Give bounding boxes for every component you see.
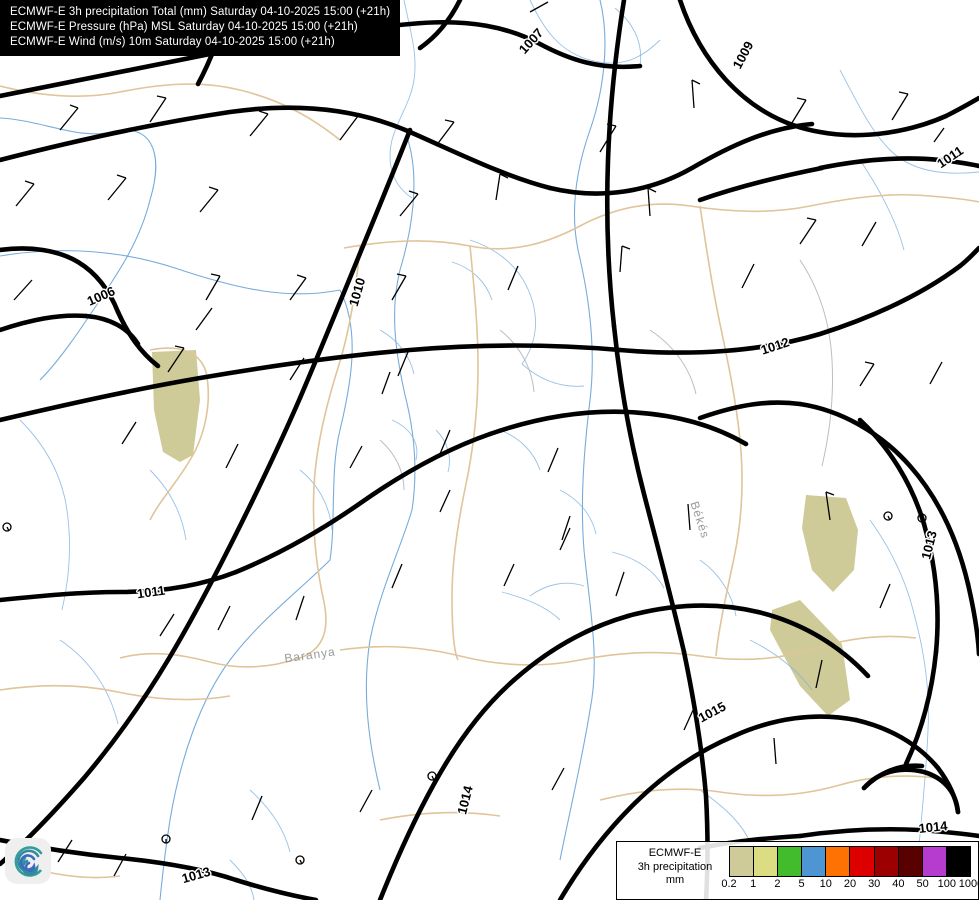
legend-unit: mm <box>665 874 685 886</box>
title-line-pressure: ECMWF-E Pressure (hPa) MSL Saturday 04-1… <box>10 21 358 33</box>
legend-tick-labels: 0.2 1 2 5 10 20 30 40 50 1001000 <box>721 878 979 896</box>
legend-tick-2: 2 <box>774 878 781 890</box>
isobar-label-1014-10: 1014 <box>917 818 949 836</box>
legend-tick-5: 5 <box>798 878 805 890</box>
legend-model: ECMWF-E <box>648 847 702 859</box>
precipitation-legend: ECMWF-E 3h precipitation mm 0.2 1 2 5 10 20 30… <box>616 841 979 900</box>
legend-parameter: 3h precipitation <box>637 860 713 873</box>
legend-swatch-2 <box>777 846 802 877</box>
legend-tick-1000: 1000 <box>958 878 979 890</box>
legend-tick-10: 10 <box>819 878 832 890</box>
legend-tick-0.2: 0.2 <box>721 878 737 890</box>
legend-swatch-7 <box>897 846 922 877</box>
legend-swatch-0 <box>729 846 754 877</box>
legend-color-bar <box>729 846 971 877</box>
legend-swatch-4 <box>825 846 850 877</box>
legend-tick-20: 20 <box>843 878 857 890</box>
legend-tick-100: 100 <box>937 878 956 890</box>
wind-barbs <box>2 1 945 877</box>
legend-swatch-3 <box>801 846 826 877</box>
legend-caption: ECMWF-E 3h precipitation mm <box>625 847 725 888</box>
legend-swatch-8 <box>921 846 946 877</box>
legend-tick-50: 50 <box>916 878 929 890</box>
legend-swatch-9 <box>945 846 971 877</box>
legend-swatch-6 <box>873 846 898 877</box>
legend-tick-40: 40 <box>892 878 905 890</box>
legend-swatch-5 <box>849 846 874 877</box>
spiral-logo[interactable] <box>3 836 53 886</box>
spiral-logo-icon <box>5 838 51 884</box>
title-block: ECMWF-E 3h precipitation Total (mm) Satu… <box>0 0 401 56</box>
title-line-precipitation: ECMWF-E 3h precipitation Total (mm) Satu… <box>10 6 391 18</box>
legend-tick-1: 1 <box>750 878 757 890</box>
title-line-wind: ECMWF-E Wind (m/s) 10m Saturday 04-10-20… <box>10 36 335 48</box>
legend-swatch-1 <box>753 846 778 877</box>
legend-tick-30: 30 <box>868 878 881 890</box>
